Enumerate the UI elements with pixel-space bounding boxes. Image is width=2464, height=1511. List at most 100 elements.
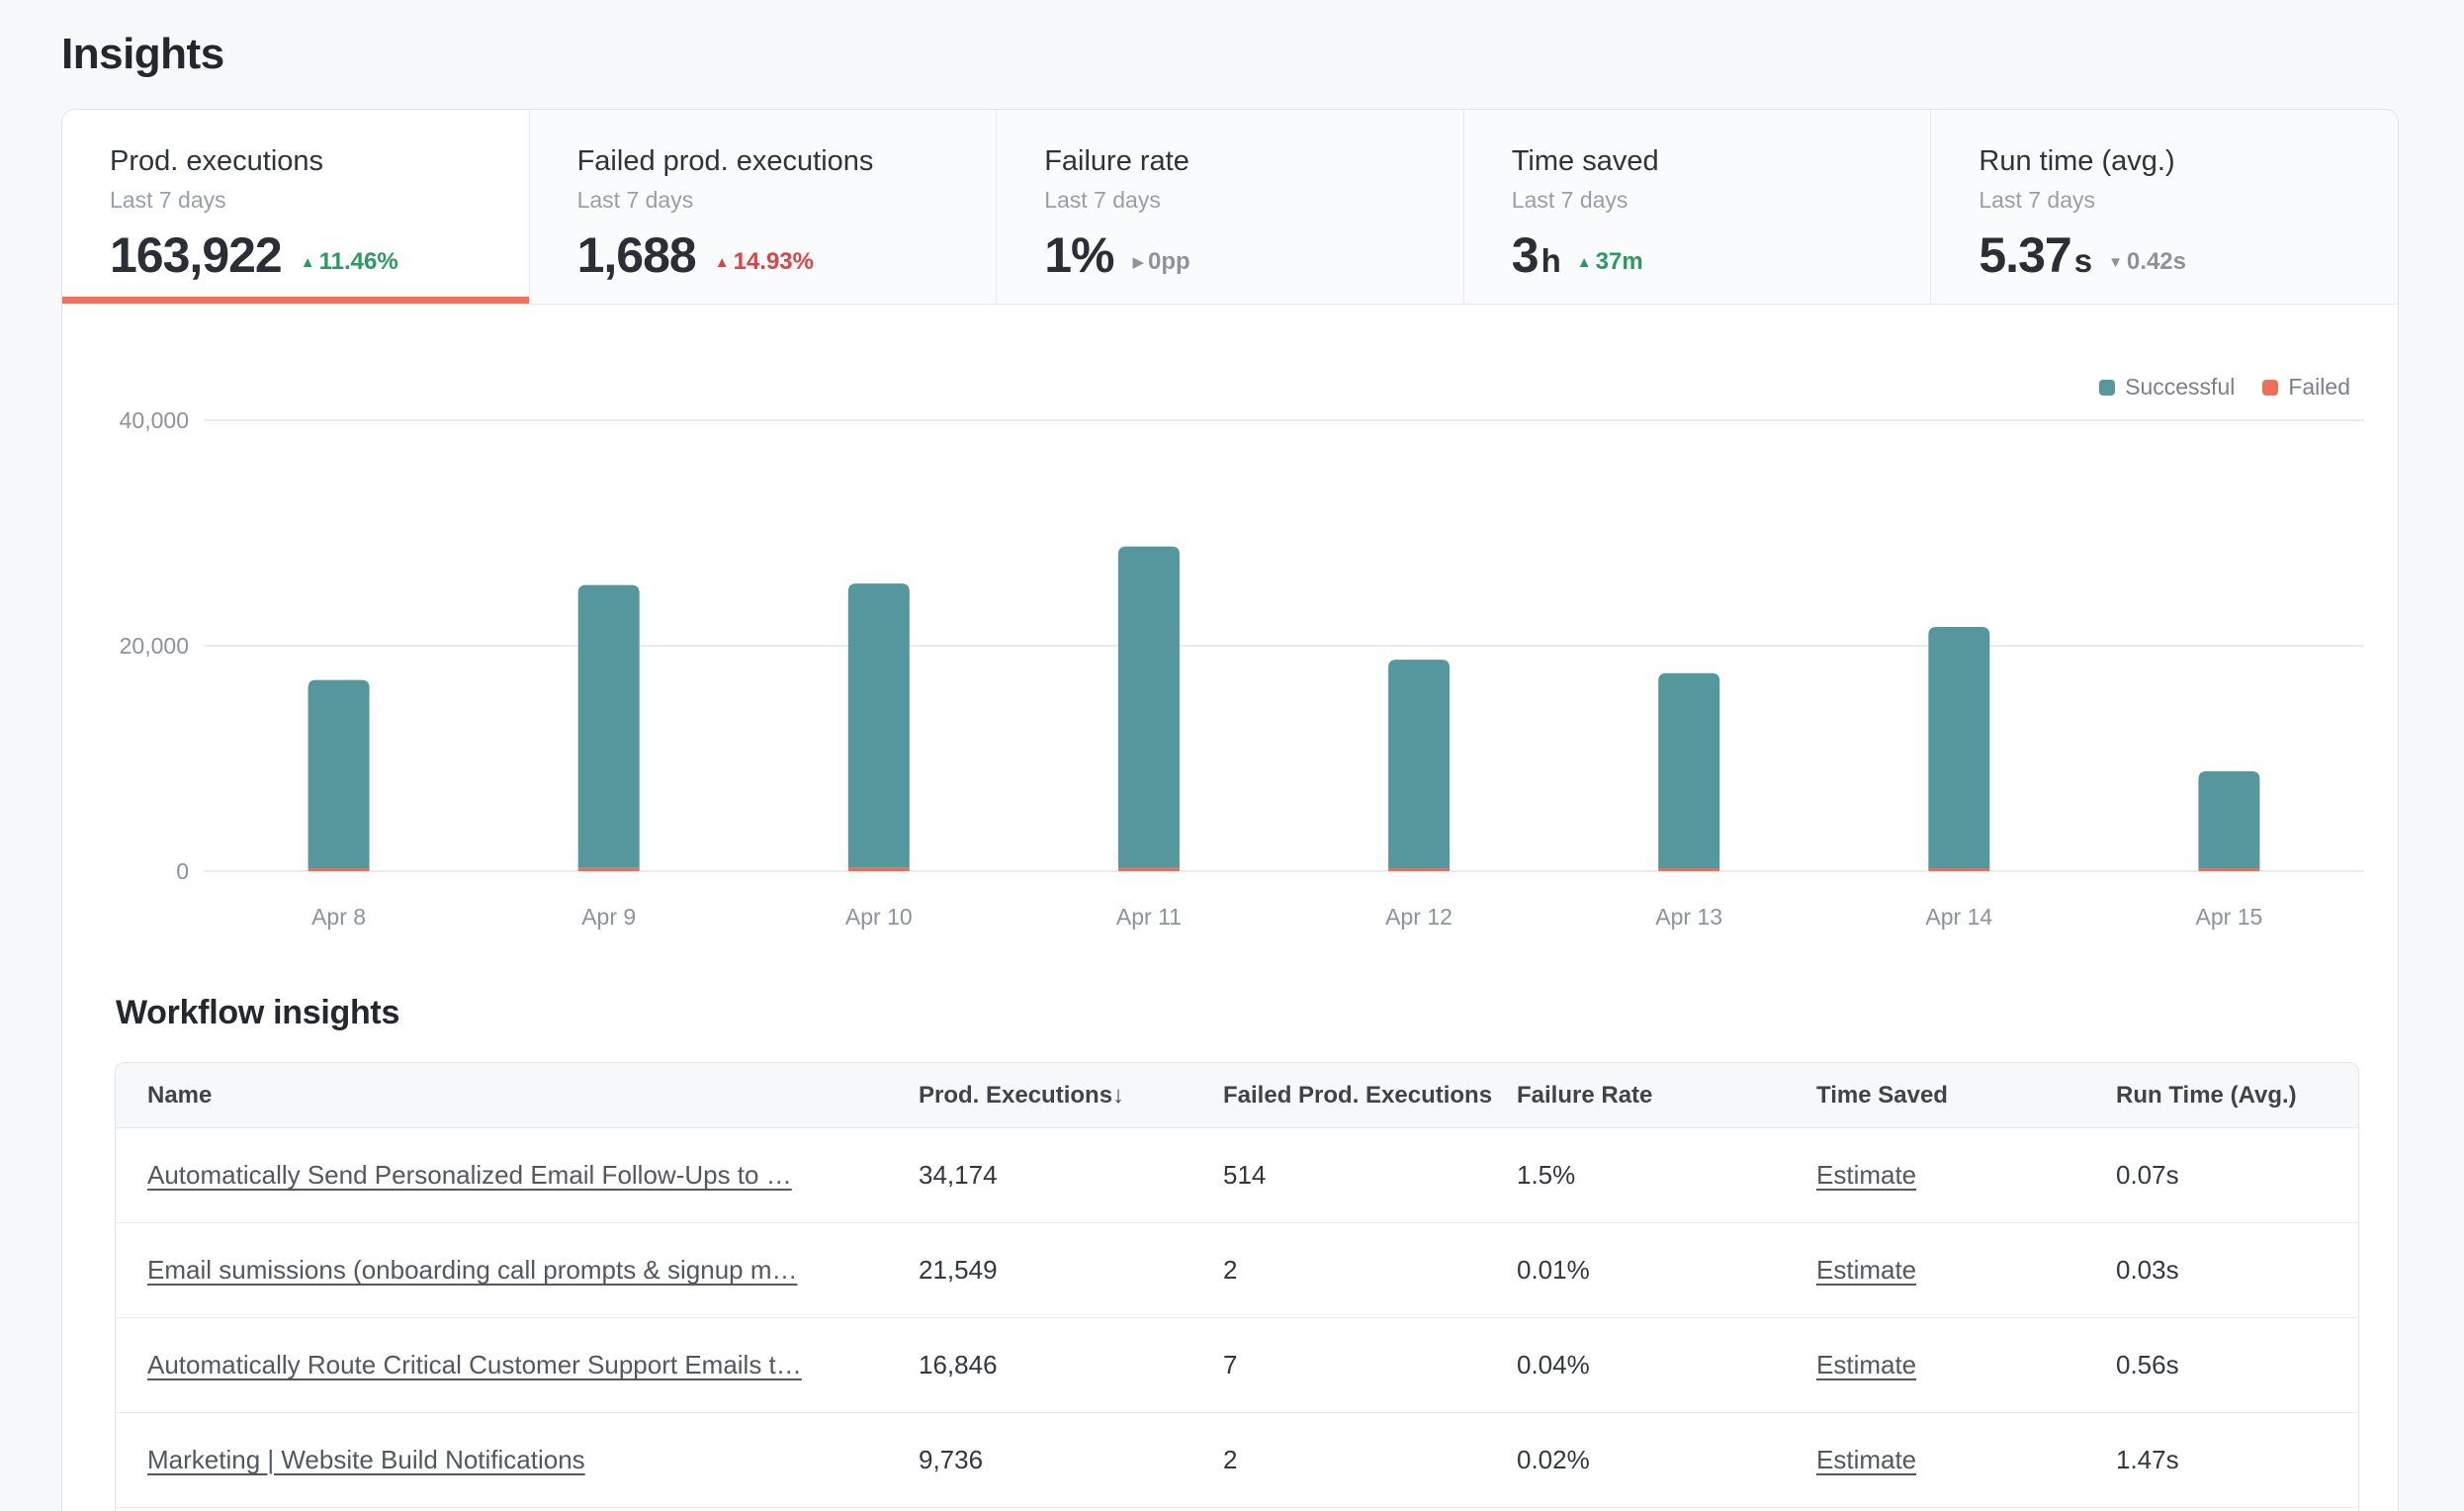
legend-label: Successful xyxy=(2125,374,2236,400)
metric-title: Failed prod. executions xyxy=(576,145,874,177)
table-row: Automatically Send Personalized Email Fo… xyxy=(116,1128,2358,1223)
metric-value: 1,688 xyxy=(576,227,697,283)
trend-up-icon: ▲ xyxy=(300,253,315,271)
estimate-link[interactable]: Estimate xyxy=(1816,1255,1917,1285)
trend-up-icon: ▲ xyxy=(714,253,730,271)
svg-text:Apr 14: Apr 14 xyxy=(1925,904,1992,930)
successful-swatch-icon xyxy=(2099,379,2116,396)
column-header-label: Prod. Executions xyxy=(919,1081,1113,1109)
cell-failure-rate: 1.5% xyxy=(1517,1160,1576,1190)
metric-title: Failure rate xyxy=(1044,145,1189,177)
metric-title: Run time (avg.) xyxy=(1979,145,2175,177)
legend-label: Failed xyxy=(2288,374,2350,400)
column-header-run-time[interactable]: Run Time (Avg.) xyxy=(2116,1081,2297,1109)
metric-delta-text: 14.93% xyxy=(733,248,814,275)
metric-delta-text: 0pp xyxy=(1148,248,1190,275)
metric-delta: ▲ 37m xyxy=(1577,248,1643,276)
metric-delta: ▲ 14.93% xyxy=(715,248,814,276)
metric-delta-text: 37m xyxy=(1595,248,1643,275)
table-row: Marketing | Website Build Notifications … xyxy=(116,1413,2358,1508)
svg-text:Apr 8: Apr 8 xyxy=(311,904,366,930)
estimate-link[interactable]: Estimate xyxy=(1816,1445,1917,1474)
insights-card: Prod. executions Last 7 days 163,922 ▲ 1… xyxy=(61,109,2399,1511)
metric-value: 1% xyxy=(1044,227,1114,283)
metric-value: 5.37 xyxy=(1979,227,2071,283)
metric-value-row: 1% ▶ 0pp xyxy=(1044,230,1444,280)
tab-failed-prod-executions[interactable]: Failed prod. executions Last 7 days 1,68… xyxy=(530,110,998,304)
workflow-insights-heading: Workflow insights xyxy=(116,994,400,1031)
estimate-link[interactable]: Estimate xyxy=(1816,1350,1917,1379)
tab-time-saved[interactable]: Time saved Last 7 days 3 h ▲ 37m xyxy=(1464,110,1932,304)
legend-item-successful[interactable]: Successful xyxy=(2099,374,2235,400)
estimate-link[interactable]: Estimate xyxy=(1816,1160,1917,1190)
cell-run-time: 0.03s xyxy=(2116,1255,2179,1285)
legend-item-failed[interactable]: Failed xyxy=(2262,374,2350,400)
metric-value-row: 163,922 ▲ 11.46% xyxy=(110,230,509,280)
svg-text:Apr 13: Apr 13 xyxy=(1655,904,1722,930)
cell-run-time: 0.56s xyxy=(2116,1350,2179,1379)
metric-title: Prod. executions xyxy=(110,145,324,177)
summary-tabs: Prod. executions Last 7 days 163,922 ▲ 1… xyxy=(62,110,2398,305)
column-header-time-saved[interactable]: Time Saved xyxy=(1816,1081,1948,1109)
cell-prod-executions: 21,549 xyxy=(919,1255,998,1285)
workflow-name-link[interactable]: Automatically Route Critical Customer Su… xyxy=(147,1350,802,1379)
cell-failed-executions: 2 xyxy=(1223,1445,1238,1474)
trend-up-icon: ▲ xyxy=(1576,253,1592,271)
chart-legend: Successful Failed xyxy=(2099,374,2350,400)
trend-flat-icon: ▶ xyxy=(1132,253,1144,271)
cell-run-time: 1.47s xyxy=(2116,1445,2179,1474)
trend-down-icon: ▼ xyxy=(2108,253,2123,271)
svg-text:Apr 15: Apr 15 xyxy=(2196,904,2263,930)
metric-period: Last 7 days xyxy=(1044,187,1161,213)
column-header-failure-rate[interactable]: Failure Rate xyxy=(1517,1081,1653,1109)
svg-text:Apr 9: Apr 9 xyxy=(581,904,636,930)
metric-delta: ▶ 0pp xyxy=(1132,248,1189,276)
tab-prod-executions[interactable]: Prod. executions Last 7 days 163,922 ▲ 1… xyxy=(62,110,530,304)
cell-failed-executions: 7 xyxy=(1223,1350,1238,1379)
column-header-failed-executions[interactable]: Failed Prod. Executions xyxy=(1223,1081,1493,1109)
metric-period: Last 7 days xyxy=(1979,187,2096,213)
cell-prod-executions: 16,846 xyxy=(919,1350,998,1379)
table-row: Email sumissions (onboarding call prompt… xyxy=(116,1223,2358,1318)
metric-value-row: 3 h ▲ 37m xyxy=(1512,230,1911,280)
page-title: Insights xyxy=(61,30,224,78)
cell-prod-executions: 9,736 xyxy=(919,1445,984,1474)
metric-value-row: 1,688 ▲ 14.93% xyxy=(577,230,977,280)
svg-text:Apr 11: Apr 11 xyxy=(1116,904,1182,930)
failed-swatch-icon xyxy=(2262,379,2279,396)
sort-desc-icon: ↓ xyxy=(1112,1081,1125,1109)
cell-failed-executions: 2 xyxy=(1223,1255,1238,1285)
metric-title: Time saved xyxy=(1511,145,1659,177)
cell-run-time: 0.07s xyxy=(2116,1160,2179,1190)
column-header-name[interactable]: Name xyxy=(147,1081,213,1109)
cell-prod-executions: 34,174 xyxy=(919,1160,998,1190)
svg-text:0: 0 xyxy=(176,858,189,884)
workflow-name-link[interactable]: Automatically Send Personalized Email Fo… xyxy=(147,1160,792,1190)
table-row: Automatically Route Critical Customer Su… xyxy=(116,1318,2358,1413)
metric-period: Last 7 days xyxy=(110,187,226,213)
column-header-prod-executions[interactable]: Prod. Executions↓ xyxy=(919,1082,1223,1110)
metric-period: Last 7 days xyxy=(576,187,694,213)
cell-failure-rate: 0.01% xyxy=(1517,1255,1590,1285)
svg-text:Apr 10: Apr 10 xyxy=(845,904,913,930)
metric-unit: h xyxy=(1540,242,1561,280)
workflow-name-link[interactable]: Email sumissions (onboarding call prompt… xyxy=(147,1255,798,1285)
cell-failed-executions: 514 xyxy=(1223,1160,1267,1190)
metric-delta-text: 11.46% xyxy=(318,248,398,275)
svg-text:40,000: 40,000 xyxy=(120,407,189,433)
table-header-row: Name Prod. Executions↓ Failed Prod. Exec… xyxy=(116,1063,2358,1128)
cell-failure-rate: 0.02% xyxy=(1517,1445,1590,1474)
tab-run-time-avg[interactable]: Run time (avg.) Last 7 days 5.37 s ▼ 0.4… xyxy=(1931,110,2398,304)
executions-chart-svg[interactable]: 0 20,000 40,000 Apr 8 Apr 9 Apr 10 Apr 11 Apr 1… xyxy=(62,305,2399,980)
metric-period: Last 7 days xyxy=(1511,187,1628,213)
workflow-name-link[interactable]: Marketing | Website Build Notifications xyxy=(147,1445,585,1474)
tab-failure-rate[interactable]: Failure rate Last 7 days 1% ▶ 0pp xyxy=(997,110,1464,304)
metric-delta: ▼ 0.42s xyxy=(2108,248,2186,276)
metric-value: 163,922 xyxy=(110,227,283,283)
metric-unit: s xyxy=(2073,242,2093,280)
metric-delta: ▲ 11.46% xyxy=(301,248,398,276)
executions-chart: Successful Failed 0 20,000 40,000 Apr 8 Apr … xyxy=(62,305,2398,980)
cell-failure-rate: 0.04% xyxy=(1517,1350,1590,1379)
workflow-insights-table: Name Prod. Executions↓ Failed Prod. Exec… xyxy=(115,1062,2359,1511)
metric-delta-text: 0.42s xyxy=(2126,248,2186,275)
